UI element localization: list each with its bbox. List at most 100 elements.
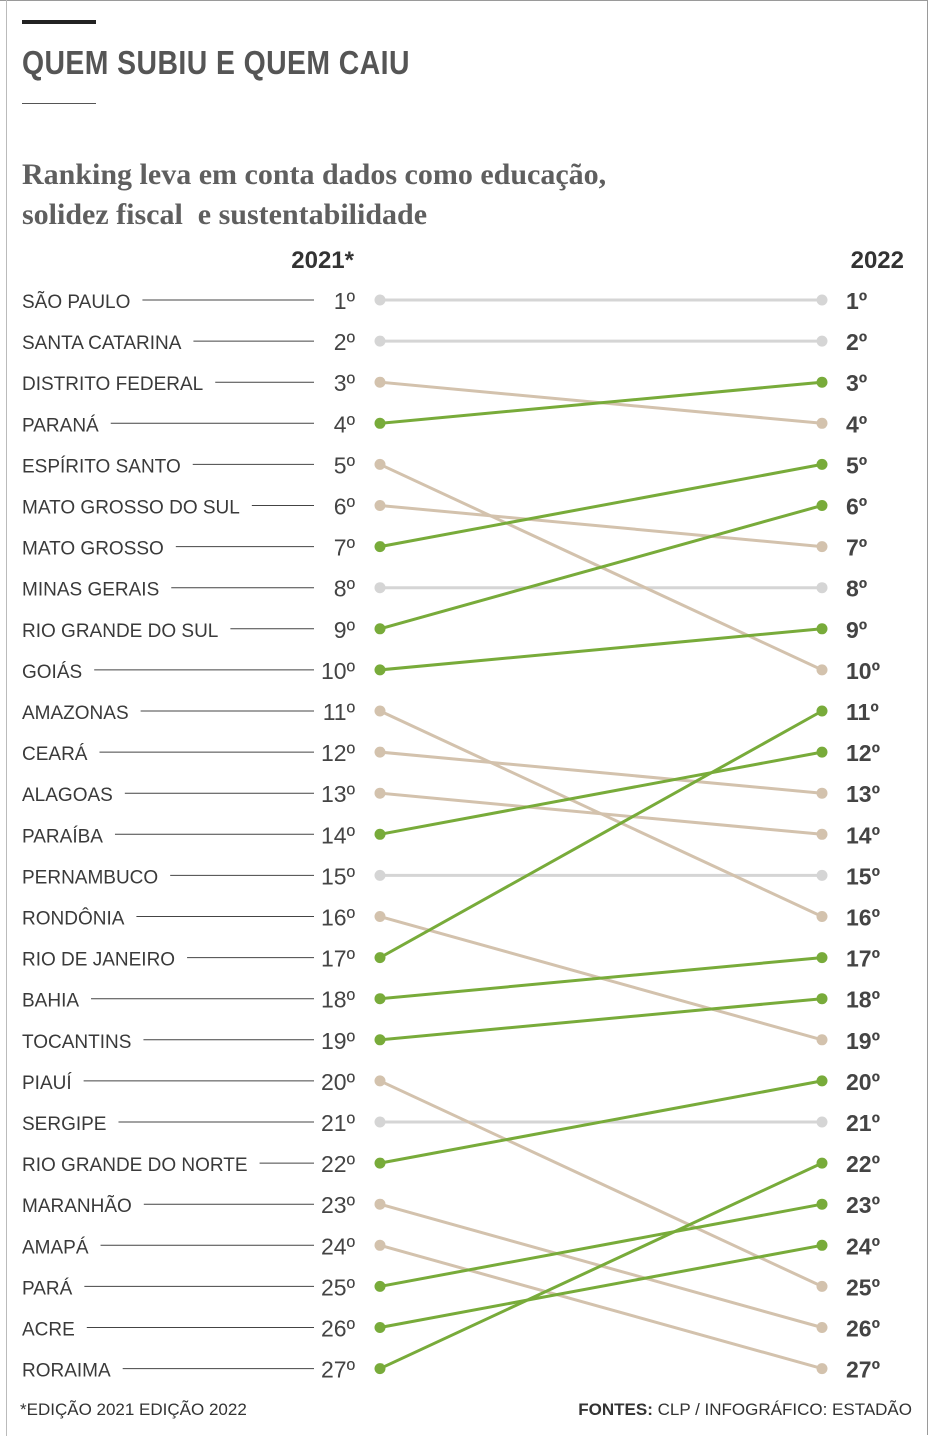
rank-2021-rio-de-janeiro: 17º [321, 946, 356, 972]
state-name-parana: PARANÁ [22, 415, 99, 436]
rank-2022-rio-grande-do-sul: 6º [846, 494, 867, 520]
state-name-goias: GOIÁS [22, 662, 82, 683]
state-name-espirito-santo: ESPÍRITO SANTO [22, 456, 181, 477]
rank-2021-tocantins: 19º [321, 1028, 356, 1054]
state-name-piaui: PIAUÍ [22, 1073, 72, 1094]
dot-2021-amazonas [374, 705, 386, 717]
dot-2022-rio-grande-do-sul [816, 500, 828, 511]
dot-2022-goias [816, 623, 828, 635]
chart-title: QUEM SUBIU E QUEM CAIU [22, 44, 410, 81]
state-name-amazonas: AMAZONAS [22, 703, 129, 724]
state-name-amapa: AMAPÁ [22, 1237, 89, 1258]
rank-2022-distrito-federal: 4º [846, 411, 867, 437]
rank-2022-acre: 24º [846, 1233, 880, 1259]
rank-2021-rondonia: 16º [321, 905, 356, 931]
dot-2022-parana [816, 376, 828, 388]
dot-2021-pernambuco [374, 869, 386, 881]
rank-2022-alagoas: 14º [846, 822, 880, 848]
left-border-line [6, 0, 7, 1436]
state-name-bahia: BAHIA [22, 991, 79, 1012]
dot-2021-minas-gerais [374, 582, 386, 594]
dot-2022-espirito-santo [816, 664, 828, 676]
slope-line-rio-de-janeiro [378, 709, 824, 960]
state-name-maranhao: MARANHÃO [22, 1195, 132, 1217]
dot-2021-rondonia [374, 911, 386, 922]
rank-2022-piaui: 25º [846, 1274, 880, 1300]
slope-line-parana [378, 380, 824, 425]
state-name-rio-grande-do-sul: RIO GRANDE DO SUL [22, 621, 218, 642]
rank-2022-para: 23º [846, 1192, 880, 1218]
dot-2021-sao-paulo [374, 294, 386, 306]
state-name-minas-gerais: MINAS GERAIS [22, 580, 159, 601]
dot-2021-paraiba [374, 828, 386, 840]
rank-2022-sergipe: 21º [846, 1110, 880, 1136]
rank-2022-pernambuco: 15º [846, 863, 880, 889]
rank-2022-paraiba: 12º [846, 740, 880, 766]
dot-2021-distrito-federal [374, 376, 386, 388]
dot-2021-parana [374, 417, 386, 429]
rank-2022-bahia: 17º [846, 946, 880, 972]
chart-subtitle: Ranking leva em conta dados como educaçã… [22, 155, 782, 235]
rank-2022-mato-grosso: 5º [846, 452, 867, 478]
slope-line-acre [378, 1243, 824, 1329]
dot-2022-maranhao [816, 1322, 828, 1333]
rank-2022-ceara: 13º [846, 781, 880, 807]
rank-2022-rondonia: 19º [846, 1028, 880, 1054]
rank-2021-sergipe: 21º [321, 1110, 356, 1136]
rank-2021-amazonas: 11º [323, 699, 356, 725]
dot-2022-rio-grande-do-norte [816, 1075, 828, 1087]
dot-2021-goias [374, 664, 386, 676]
title-underline [22, 103, 96, 104]
state-name-pernambuco: PERNAMBUCO [22, 867, 158, 888]
rank-2021-rio-grande-do-norte: 22º [321, 1151, 356, 1177]
rank-2021-parana: 4º [334, 411, 356, 437]
dot-2022-alagoas [816, 828, 828, 840]
rank-2022-roraima: 22º [846, 1151, 880, 1177]
dot-2022-amazonas [816, 911, 828, 922]
rank-2022-minas-gerais: 8º [846, 576, 867, 602]
state-name-paraiba: PARAÍBA [22, 826, 103, 847]
subtitle-line-2: solidez fiscal e sustentabilidade [22, 198, 428, 231]
rank-2022-rio-grande-do-norte: 20º [846, 1069, 880, 1095]
dot-2021-rio-grande-do-sul [374, 623, 386, 635]
dot-2021-acre [374, 1322, 386, 1333]
rank-2021-bahia: 18º [321, 987, 356, 1013]
state-name-para: PARÁ [22, 1278, 73, 1299]
dot-2021-ceara [374, 746, 386, 758]
state-name-rio-grande-do-norte: RIO GRANDE DO NORTE [22, 1155, 248, 1176]
rank-2021-roraima: 27º [321, 1357, 356, 1383]
footnote: *EDIÇÃO 2021 EDIÇÃO 2022 [20, 1400, 247, 1419]
rank-2022-parana: 3º [846, 370, 867, 396]
top-rule [22, 20, 96, 24]
rank-2021-distrito-federal: 3º [334, 370, 356, 396]
rank-2021-alagoas: 13º [321, 781, 356, 807]
rank-2022-goias: 9º [846, 617, 867, 643]
year-label-2022: 2022 [851, 247, 904, 274]
dot-2021-sergipe [374, 1116, 386, 1128]
slope-line-mato-grosso-do-sul [378, 504, 824, 549]
state-name-sergipe: SERGIPE [22, 1114, 106, 1135]
dot-2022-para [816, 1198, 828, 1210]
slope-line-mato-grosso [378, 462, 824, 549]
dot-2022-distrito-federal [816, 417, 828, 429]
rank-2022-maranhao: 26º [846, 1316, 880, 1342]
state-name-sao-paulo: SÃO PAULO [22, 291, 130, 313]
dot-2022-minas-gerais [816, 582, 828, 594]
dot-2021-santa-catarina [374, 335, 386, 347]
state-labels: SÃO PAULO 1º SANTA CATARINA 2º DISTRITO FEDE… [22, 288, 880, 1383]
rank-2022-tocantins: 18º [846, 987, 880, 1013]
dot-2021-espirito-santo [374, 458, 386, 470]
slope-line-tocantins [378, 997, 824, 1042]
dot-2021-mato-grosso-do-sul [374, 500, 386, 511]
state-name-rio-de-janeiro: RIO DE JANEIRO [22, 950, 175, 971]
sources-text: CLP / INFOGRÁFICO: ESTADÃO [652, 1400, 912, 1419]
dot-2022-paraiba [816, 746, 828, 758]
rank-2022-mato-grosso-do-sul: 7º [846, 535, 867, 561]
rank-2022-amazonas: 16º [846, 905, 880, 931]
rank-2022-espirito-santo: 10º [846, 658, 880, 684]
dot-2022-piaui [816, 1280, 828, 1292]
slope-line-alagoas [378, 791, 824, 836]
rank-2021-maranhao: 23º [321, 1192, 356, 1218]
